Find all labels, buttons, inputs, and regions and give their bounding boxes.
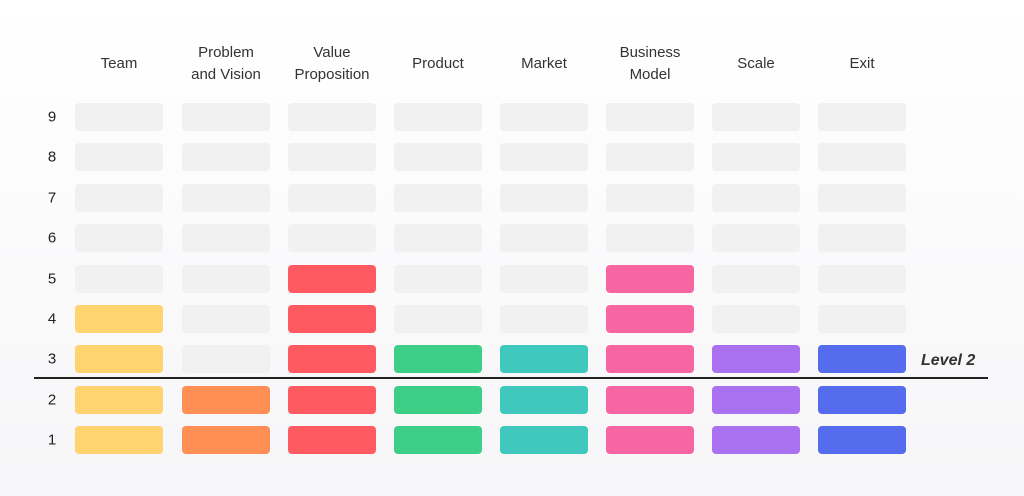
row-label-7: 7: [47, 189, 57, 207]
filled-cell-market-level-2: [500, 385, 588, 414]
column-header-team: Team: [100, 55, 138, 72]
empty-cell-market-level-7: [500, 183, 588, 212]
filled-cell-business-model-level-1: [606, 426, 694, 455]
filled-cell-team-level-3: [75, 345, 163, 374]
empty-cell-exit-level-8: [818, 143, 906, 172]
filled-cell-business-model-level-5: [606, 264, 694, 293]
empty-cell-exit-level-6: [818, 224, 906, 253]
empty-cell-business-model-level-8: [606, 143, 694, 172]
filled-cell-value-proposition-level-5: [288, 264, 376, 293]
filled-cell-exit-level-3: [818, 345, 906, 374]
filled-cell-business-model-level-2: [606, 385, 694, 414]
row-label-1: 1: [47, 431, 57, 449]
row-label-5: 5: [47, 270, 57, 288]
empty-cell-problem-and-vision-level-6: [182, 224, 270, 253]
filled-cell-scale-level-2: [712, 385, 800, 414]
column-header-business-model: Business Model: [619, 44, 681, 83]
empty-cell-market-level-5: [500, 264, 588, 293]
column-header-exit: Exit: [849, 55, 875, 72]
filled-cell-value-proposition-level-2: [288, 385, 376, 414]
level-divider-line: [34, 377, 988, 379]
empty-cell-value-proposition-level-8: [288, 143, 376, 172]
empty-cell-scale-level-4: [712, 305, 800, 333]
empty-cell-value-proposition-level-9: [288, 103, 376, 131]
empty-cell-problem-and-vision-level-8: [182, 143, 270, 172]
filled-cell-exit-level-2: [818, 385, 906, 414]
row-label-3: 3: [47, 350, 57, 368]
column-header-value-proposition: Value Proposition: [294, 44, 370, 83]
empty-cell-problem-and-vision-level-5: [182, 264, 270, 293]
empty-cell-exit-level-7: [818, 183, 906, 212]
empty-cell-exit-level-9: [818, 103, 906, 131]
empty-cell-problem-and-vision-level-3: [182, 345, 270, 374]
empty-cell-product-level-4: [394, 305, 482, 333]
filled-cell-team-level-1: [75, 426, 163, 455]
column-header-problem-and-vision: Problem and Vision: [191, 44, 261, 83]
empty-cell-business-model-level-9: [606, 103, 694, 131]
filled-cell-scale-level-1: [712, 426, 800, 455]
empty-cell-value-proposition-level-7: [288, 183, 376, 212]
filled-cell-problem-and-vision-level-1: [182, 426, 270, 455]
filled-cell-business-model-level-3: [606, 345, 694, 374]
empty-cell-market-level-6: [500, 224, 588, 253]
empty-cell-scale-level-8: [712, 143, 800, 172]
column-header-market: Market: [521, 55, 567, 72]
filled-cell-value-proposition-level-3: [288, 345, 376, 374]
empty-cell-product-level-7: [394, 183, 482, 212]
empty-cell-value-proposition-level-6: [288, 224, 376, 253]
row-label-2: 2: [47, 391, 57, 409]
empty-cell-market-level-4: [500, 305, 588, 333]
empty-cell-business-model-level-6: [606, 224, 694, 253]
row-label-9: 9: [47, 108, 57, 126]
empty-cell-scale-level-7: [712, 183, 800, 212]
empty-cell-scale-level-9: [712, 103, 800, 131]
empty-cell-business-model-level-7: [606, 183, 694, 212]
empty-cell-product-level-5: [394, 264, 482, 293]
empty-cell-scale-level-5: [712, 264, 800, 293]
empty-cell-team-level-9: [75, 103, 163, 131]
filled-cell-value-proposition-level-4: [288, 305, 376, 333]
empty-cell-exit-level-5: [818, 264, 906, 293]
row-label-6: 6: [47, 229, 57, 247]
row-label-8: 8: [47, 148, 57, 166]
filled-cell-market-level-3: [500, 345, 588, 374]
column-header-scale: Scale: [737, 55, 775, 72]
row-label-4: 4: [47, 310, 57, 328]
filled-cell-business-model-level-4: [606, 305, 694, 333]
empty-cell-market-level-9: [500, 103, 588, 131]
empty-cell-problem-and-vision-level-9: [182, 103, 270, 131]
filled-cell-product-level-2: [394, 385, 482, 414]
empty-cell-scale-level-6: [712, 224, 800, 253]
filled-cell-market-level-1: [500, 426, 588, 455]
empty-cell-problem-and-vision-level-4: [182, 305, 270, 333]
empty-cell-team-level-8: [75, 143, 163, 172]
empty-cell-exit-level-4: [818, 305, 906, 333]
empty-cell-team-level-6: [75, 224, 163, 253]
filled-cell-value-proposition-level-1: [288, 426, 376, 455]
filled-cell-team-level-2: [75, 385, 163, 414]
empty-cell-team-level-5: [75, 264, 163, 293]
empty-cell-market-level-8: [500, 143, 588, 172]
filled-cell-product-level-1: [394, 426, 482, 455]
filled-cell-problem-and-vision-level-2: [182, 385, 270, 414]
filled-cell-product-level-3: [394, 345, 482, 374]
filled-cell-scale-level-3: [712, 345, 800, 374]
filled-cell-exit-level-1: [818, 426, 906, 455]
empty-cell-product-level-8: [394, 143, 482, 172]
empty-cell-product-level-9: [394, 103, 482, 131]
column-header-product: Product: [412, 55, 464, 72]
filled-cell-team-level-4: [75, 305, 163, 333]
empty-cell-product-level-6: [394, 224, 482, 253]
empty-cell-team-level-7: [75, 183, 163, 212]
level-label: Level 2: [921, 352, 976, 369]
empty-cell-problem-and-vision-level-7: [182, 183, 270, 212]
